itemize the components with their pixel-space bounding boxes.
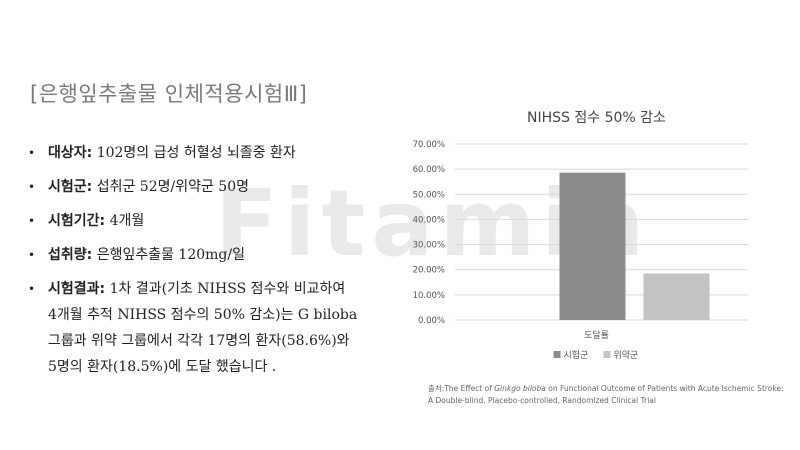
bullet-list: • 대상자: 102명의 급성 허혈성 뇌졸중 환자 • 시험군: 섭취군 52명/… bbox=[28, 140, 358, 388]
source-prefix: 출처:The Effect of bbox=[428, 384, 495, 393]
y-tick-label: 10.00% bbox=[413, 291, 445, 301]
y-tick-label: 0.00% bbox=[418, 316, 445, 326]
bullet-text: 102명의 급성 허혈성 뇌졸중 환자 bbox=[92, 145, 296, 161]
y-tick-label: 30.00% bbox=[413, 241, 445, 251]
bullet-text: 1차 결과(기초 NIHSS 점수와 비교하여 4개월 추적 NIHSS 점수의… bbox=[48, 281, 358, 375]
list-item: • 섭취량: 은행잎추출물 120mg/일 bbox=[28, 242, 358, 268]
list-item: • 시험기간: 4개월 bbox=[28, 208, 358, 234]
y-tick-label: 20.00% bbox=[413, 266, 445, 276]
source-citation: 출처:The Effect of Ginkgo biloba on Functi… bbox=[428, 383, 788, 407]
bullet-icon: • bbox=[28, 180, 36, 194]
bar-위약군 bbox=[643, 273, 710, 320]
bullet-icon: • bbox=[28, 248, 36, 262]
bullet-icon: • bbox=[28, 146, 36, 160]
bullet-label: 시험기간: bbox=[48, 213, 106, 229]
bullet-label: 대상자: bbox=[48, 145, 93, 161]
chart-title: NIHSS 점수 50% 감소 bbox=[527, 110, 666, 126]
source-suffix: on Functional Outcome of Patients with A… bbox=[428, 384, 784, 405]
list-item: • 대상자: 102명의 급성 허혈성 뇌졸중 환자 bbox=[28, 140, 358, 166]
bullet-icon: • bbox=[28, 282, 36, 296]
bullet-text: 은행잎추출물 120mg/일 bbox=[92, 247, 245, 263]
bar-시험군 bbox=[559, 172, 626, 320]
source-italic: Ginkgo biloba bbox=[494, 384, 546, 393]
y-tick-label: 60.00% bbox=[413, 165, 445, 175]
legend-swatch bbox=[553, 351, 561, 358]
y-tick-label: 70.00% bbox=[413, 140, 445, 150]
bullet-text: 섭취군 52명/위약군 50명 bbox=[92, 179, 249, 195]
x-category-label: 도달률 bbox=[584, 329, 609, 341]
legend-label: 시험군 bbox=[564, 350, 589, 361]
list-item: • 시험군: 섭취군 52명/위약군 50명 bbox=[28, 174, 358, 200]
bullet-label: 시험결과: bbox=[48, 281, 106, 297]
y-tick-label: 50.00% bbox=[413, 190, 445, 200]
page-title: [은행잎추출물 인체적용시험Ⅲ] bbox=[30, 82, 308, 106]
bullet-icon: • bbox=[28, 214, 36, 228]
bullet-label: 시험군: bbox=[48, 179, 93, 195]
bullet-text: 4개월 bbox=[105, 213, 145, 229]
y-tick-label: 40.00% bbox=[413, 215, 445, 225]
legend-label: 위약군 bbox=[614, 349, 639, 361]
chart-container: NIHSS 점수 50% 감소 0.00% 10.00% 20.00% 30.00% 40… bbox=[370, 100, 790, 380]
list-item: • 시험결과: 1차 결과(기초 NIHSS 점수와 비교하여 4개월 추적 NI… bbox=[28, 276, 358, 380]
legend-swatch bbox=[603, 351, 611, 358]
bullet-label: 섭취량: bbox=[48, 247, 93, 263]
bar-chart: NIHSS 점수 50% 감소 0.00% 10.00% 20.00% 30.00% 40… bbox=[413, 110, 748, 361]
